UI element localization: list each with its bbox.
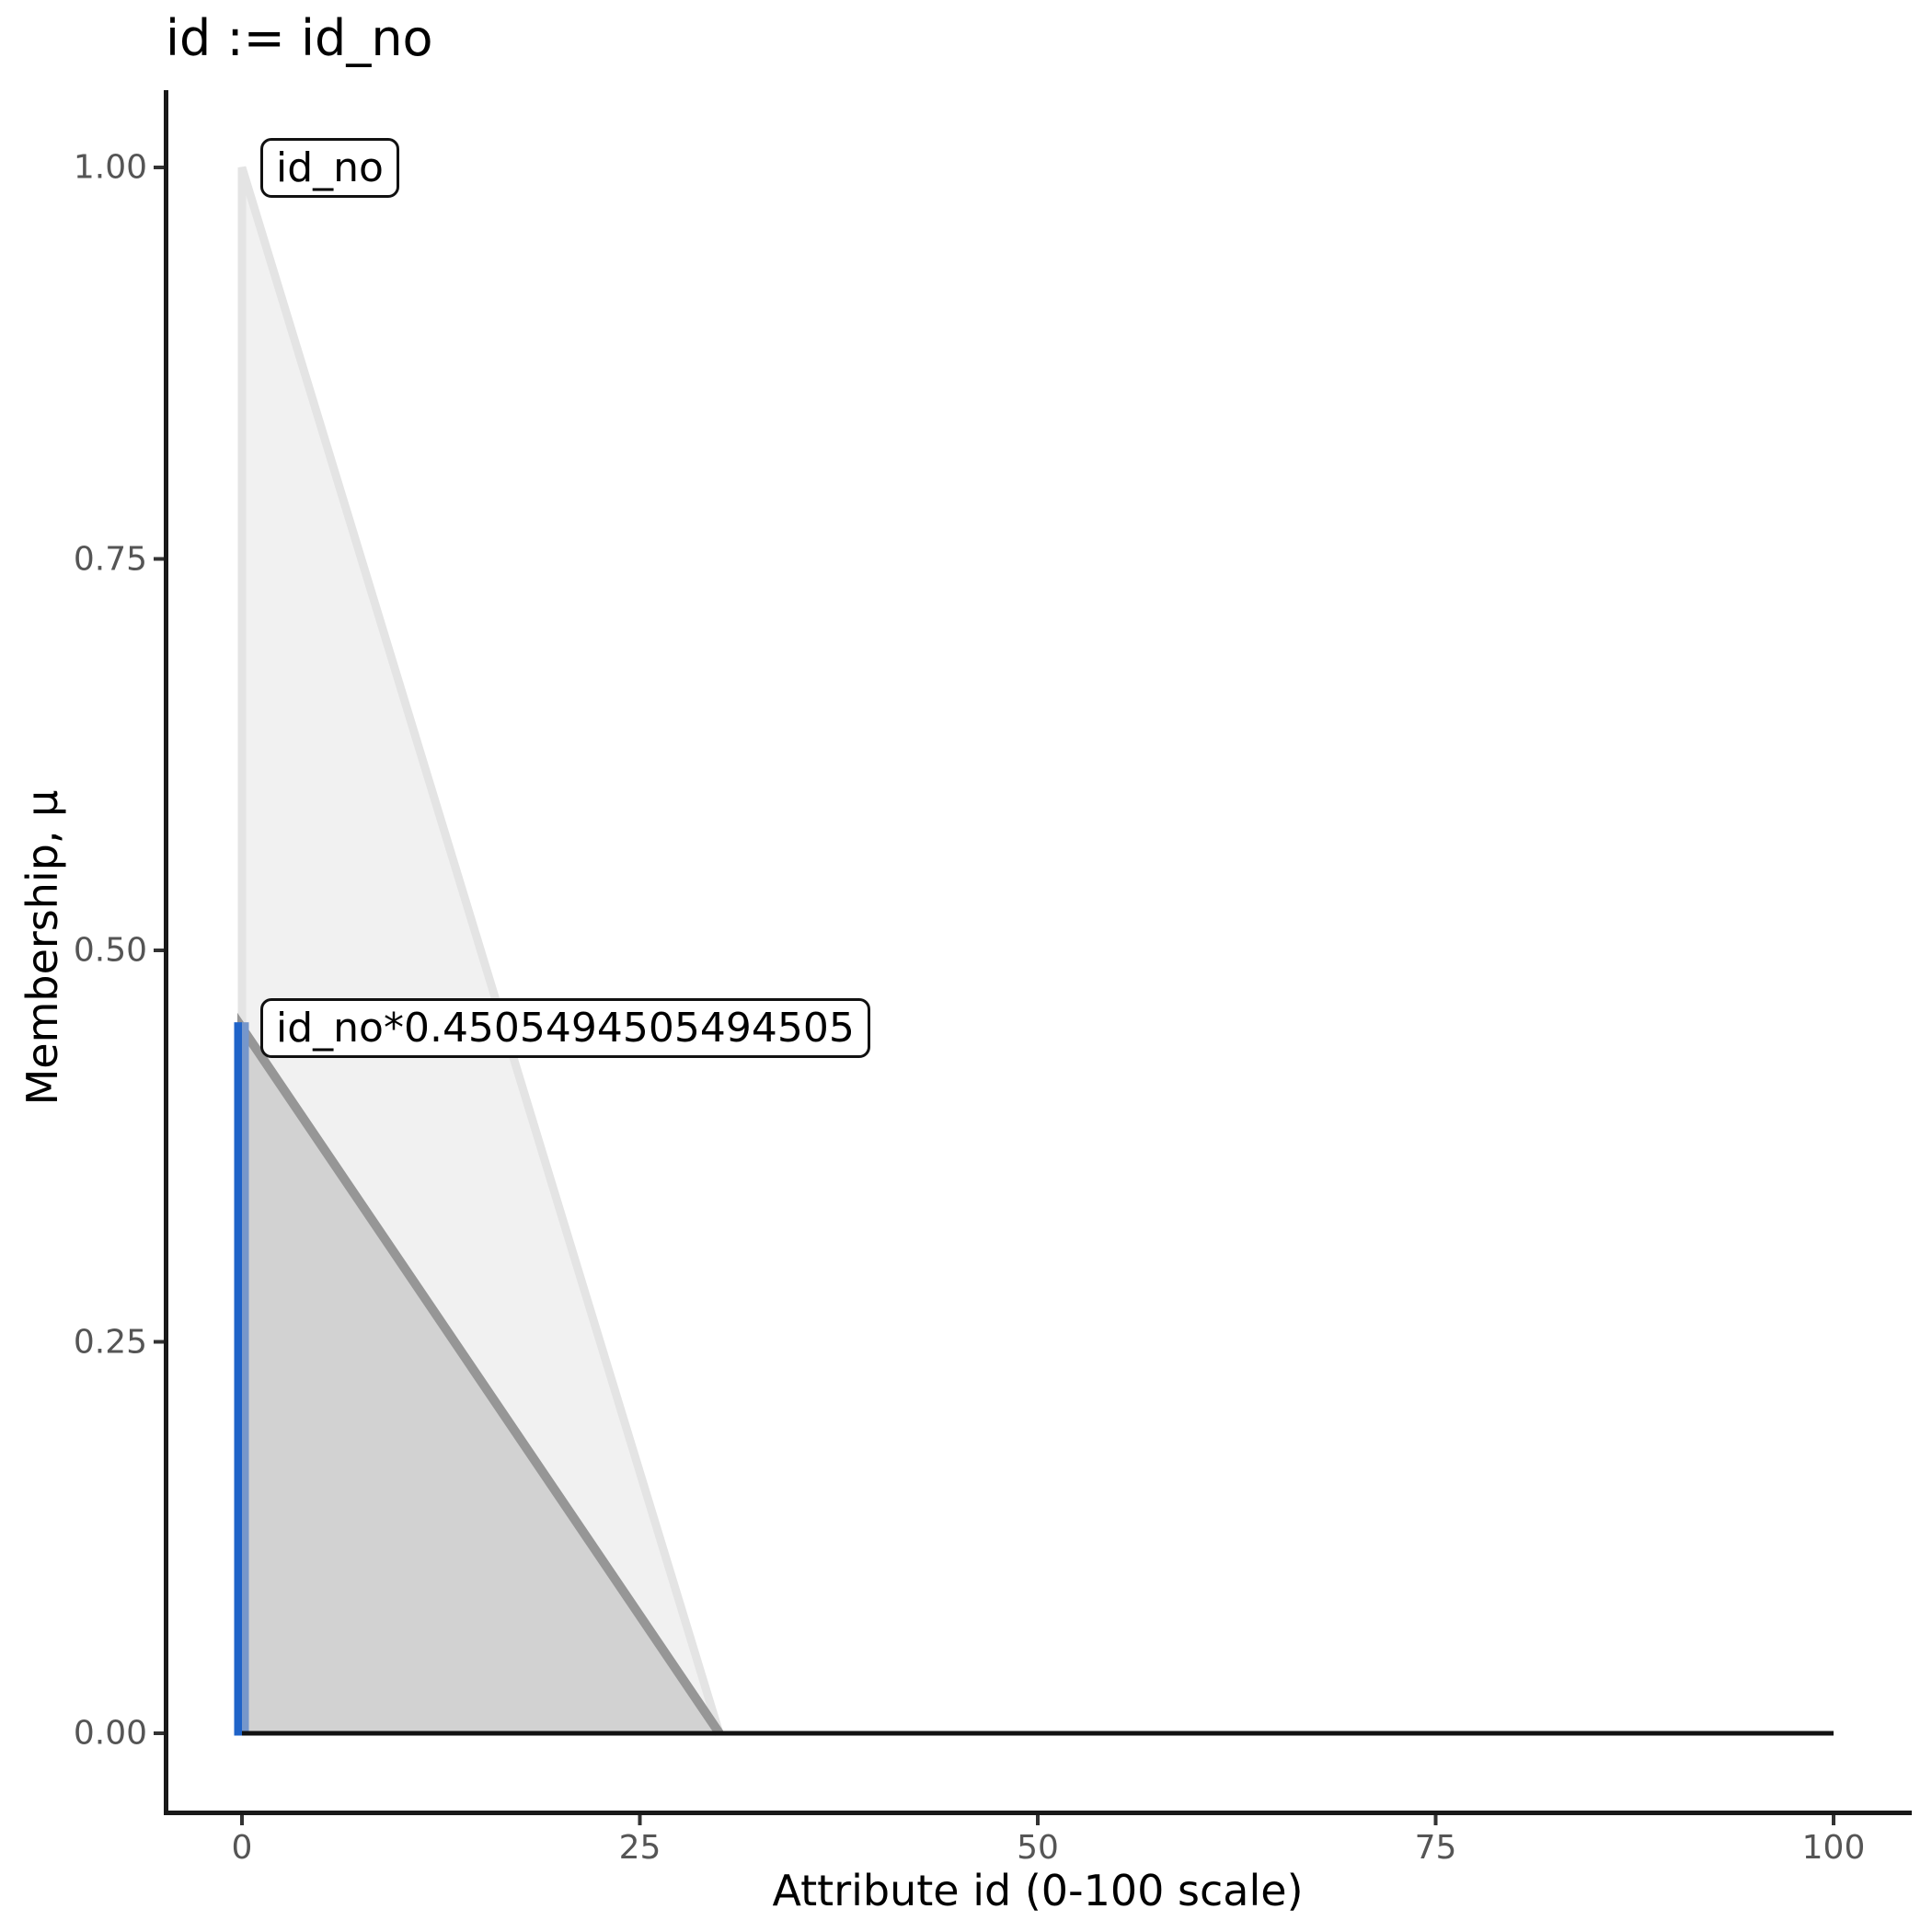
- x-tick-label: 100: [1801, 1829, 1866, 1867]
- x-axis-title: Attribute id (0-100 scale): [772, 1866, 1304, 1915]
- x-tick-label: 0: [231, 1829, 253, 1867]
- series-label-box: id_no*0.4505494505494505: [260, 997, 870, 1058]
- y-tick-label: 0.00: [73, 1714, 147, 1753]
- cut-line-overlap: [242, 1022, 249, 1731]
- y-tick-label: 0.25: [73, 1323, 147, 1361]
- id_no-scaled-area: [242, 1028, 1834, 1733]
- x-tick-label: 25: [618, 1829, 661, 1867]
- x-tick-label: 50: [1017, 1829, 1059, 1867]
- y-tick-label: 0.50: [73, 931, 147, 970]
- y-tick-label: 1.00: [73, 148, 147, 187]
- series-label-box: id_no: [260, 137, 399, 198]
- cut-line: [234, 1022, 242, 1736]
- x-tick-label: 75: [1414, 1829, 1457, 1867]
- y-tick-label: 0.75: [73, 540, 147, 578]
- chart-title: id := id_no: [166, 9, 433, 67]
